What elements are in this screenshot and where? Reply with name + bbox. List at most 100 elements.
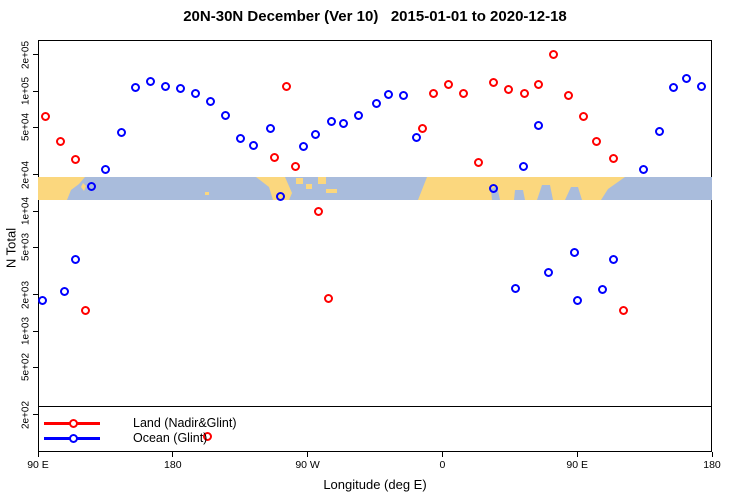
x-tick-label: 90 W bbox=[295, 459, 320, 471]
data-point bbox=[130, 83, 140, 93]
y-tick-label: 5e+04 bbox=[20, 113, 32, 142]
x-axis-title: Longitude (deg E) bbox=[323, 477, 427, 492]
y-tick bbox=[33, 414, 38, 416]
data-point bbox=[398, 90, 408, 100]
x-tick bbox=[172, 452, 174, 457]
data-point bbox=[608, 254, 618, 264]
y-tick-label: 1e+05 bbox=[20, 76, 32, 106]
data-point bbox=[488, 183, 498, 193]
data-point bbox=[160, 81, 170, 91]
chart-title: 20N-30N December (Ver 10) 2015-01-01 to … bbox=[183, 8, 567, 25]
map-land-shape bbox=[38, 177, 85, 200]
data-point bbox=[533, 120, 543, 130]
data-point bbox=[100, 165, 110, 175]
map-land-shape bbox=[205, 192, 209, 195]
data-point bbox=[235, 134, 245, 144]
y-tick bbox=[33, 330, 38, 332]
data-point bbox=[619, 306, 629, 316]
x-tick-label: 90 E bbox=[27, 459, 49, 471]
plot-area bbox=[38, 40, 712, 452]
data-point bbox=[592, 136, 602, 146]
data-point bbox=[270, 152, 280, 162]
data-point bbox=[511, 284, 521, 294]
map-land-shape bbox=[318, 177, 326, 184]
map-land-shape bbox=[306, 184, 312, 189]
data-point bbox=[339, 118, 349, 128]
data-point bbox=[682, 74, 692, 84]
data-point bbox=[310, 130, 320, 140]
data-point bbox=[668, 83, 678, 93]
y-tick-label: 1e+03 bbox=[20, 316, 32, 346]
x-tick-label: 90 E bbox=[566, 459, 588, 471]
legend-land-label: Land (Nadir&Glint) bbox=[133, 416, 237, 430]
data-point bbox=[324, 294, 334, 304]
data-point bbox=[544, 267, 554, 277]
data-point bbox=[282, 82, 292, 92]
data-point bbox=[265, 123, 275, 133]
map-land-shape bbox=[81, 183, 86, 191]
y-tick bbox=[33, 366, 38, 368]
data-point bbox=[520, 88, 530, 98]
data-point bbox=[60, 286, 70, 296]
data-point bbox=[313, 206, 323, 216]
data-point bbox=[249, 141, 259, 151]
data-point bbox=[383, 89, 393, 99]
x-tick bbox=[576, 452, 578, 457]
data-point bbox=[354, 110, 364, 120]
data-point bbox=[37, 296, 47, 306]
data-point bbox=[40, 112, 50, 122]
legend-ocean-label: Ocean (Glint) bbox=[133, 431, 208, 445]
y-tick-label: 2e+02 bbox=[20, 400, 32, 429]
map-land-shape bbox=[326, 189, 337, 193]
data-point bbox=[412, 132, 422, 142]
data-point bbox=[327, 117, 337, 127]
data-point bbox=[70, 254, 80, 264]
data-point bbox=[569, 247, 579, 257]
data-point bbox=[697, 82, 706, 92]
data-point bbox=[418, 123, 428, 133]
data-point bbox=[55, 136, 65, 146]
data-point bbox=[291, 161, 301, 171]
x-tick bbox=[37, 452, 39, 457]
data-point bbox=[638, 165, 648, 175]
data-point bbox=[473, 157, 483, 167]
data-point bbox=[518, 161, 528, 171]
data-point bbox=[298, 142, 308, 152]
data-point bbox=[276, 191, 286, 201]
y-tick bbox=[33, 294, 38, 296]
map-land-shape bbox=[296, 178, 303, 184]
x-tick-label: 180 bbox=[703, 459, 721, 471]
y-axis-title: N Total bbox=[3, 227, 19, 269]
data-point bbox=[371, 98, 381, 108]
legend-ocean-circle-icon bbox=[69, 433, 78, 443]
legend-land-circle-icon bbox=[69, 418, 78, 428]
data-point bbox=[428, 88, 438, 98]
data-point bbox=[117, 127, 127, 137]
y-tick bbox=[33, 54, 38, 56]
y-tick bbox=[33, 174, 38, 176]
y-tick-label: 2e+04 bbox=[20, 160, 32, 189]
data-point bbox=[533, 80, 543, 90]
x-tick bbox=[307, 452, 309, 457]
y-tick-label: 2e+03 bbox=[20, 280, 32, 309]
x-tick-label: 180 bbox=[164, 459, 182, 471]
map-land-shape bbox=[418, 177, 625, 200]
y-tick bbox=[33, 210, 38, 212]
data-point bbox=[145, 76, 155, 86]
data-point bbox=[488, 78, 498, 88]
x-tick-label: 0 bbox=[439, 459, 446, 471]
y-tick-label: 5e+03 bbox=[20, 233, 32, 262]
data-point bbox=[205, 96, 215, 106]
data-point bbox=[655, 126, 665, 136]
data-point bbox=[81, 306, 91, 316]
data-point bbox=[548, 49, 558, 59]
data-point bbox=[70, 154, 80, 164]
y-tick bbox=[33, 126, 38, 128]
data-point bbox=[563, 90, 573, 100]
data-point bbox=[503, 85, 513, 95]
data-point bbox=[202, 431, 212, 441]
y-tick-label: 5e+02 bbox=[20, 353, 32, 382]
y-tick-label: 1e+04 bbox=[20, 196, 32, 226]
data-point bbox=[608, 153, 618, 163]
